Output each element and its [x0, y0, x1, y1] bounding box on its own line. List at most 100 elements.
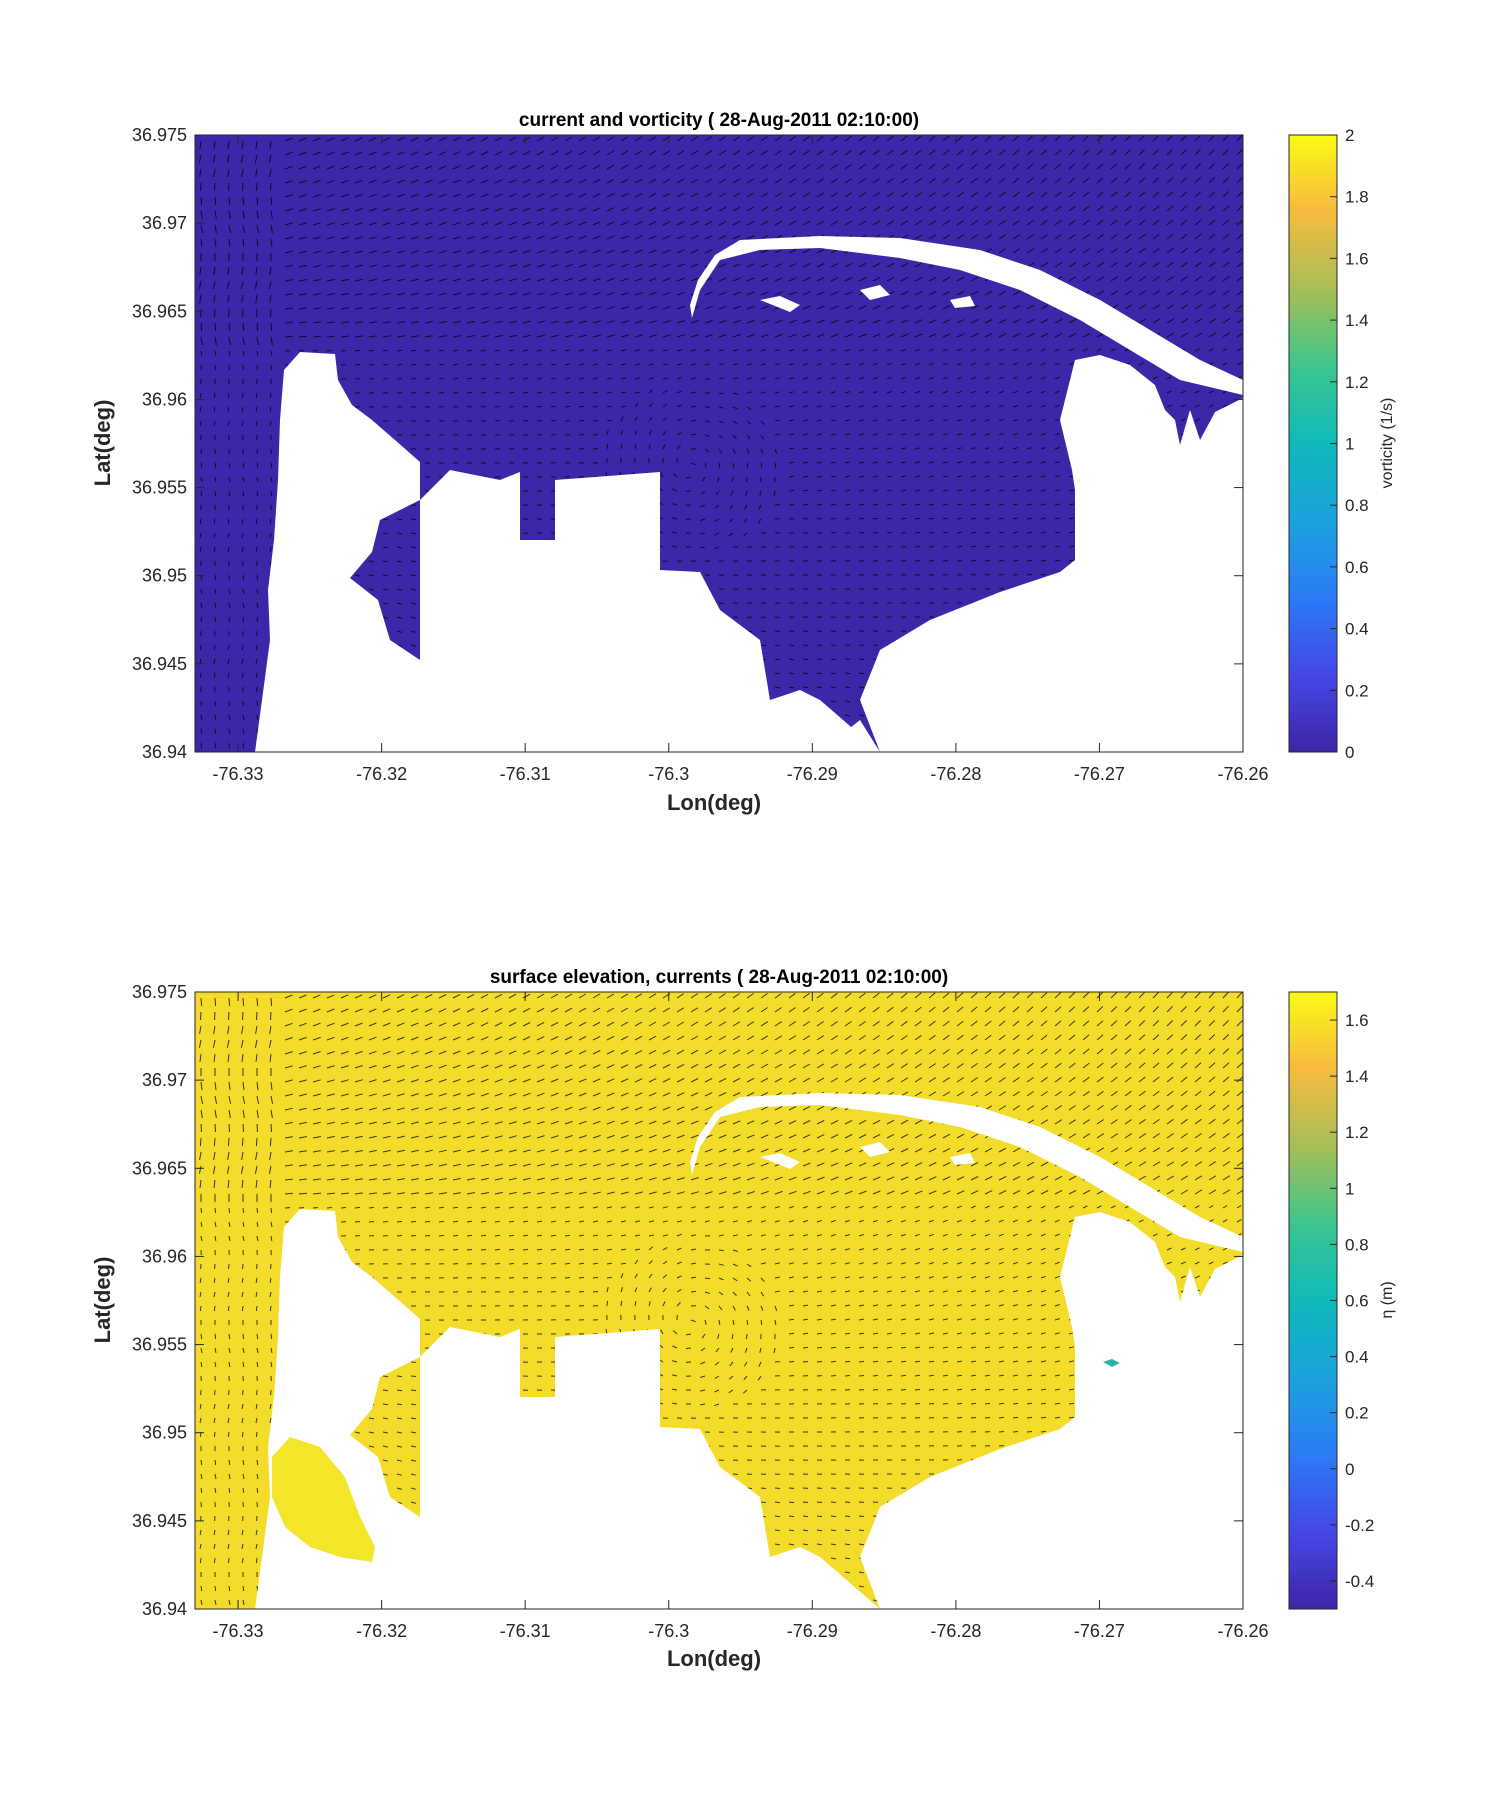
vorticity-current-vector — [998, 461, 1004, 464]
vorticity-current-vector — [1138, 290, 1146, 296]
vorticity-current-vector — [466, 335, 475, 338]
elevation-current-vector — [1166, 1062, 1174, 1069]
vorticity-current-vector — [256, 210, 259, 219]
vorticity-current-vector — [942, 234, 951, 240]
vorticity-current-vector — [1222, 177, 1230, 184]
vorticity-current-vector — [438, 207, 447, 212]
vorticity-colorbar-tick-label: 1.6 — [1345, 249, 1369, 268]
elevation-current-vector — [592, 1220, 599, 1223]
elevation-current-vector — [326, 1065, 335, 1069]
elevation-current-vector — [1222, 1247, 1228, 1251]
vorticity-current-vector — [396, 264, 405, 268]
vorticity-current-vector — [648, 349, 654, 352]
vorticity-current-vector — [1026, 545, 1032, 548]
elevation-current-vector — [228, 1235, 231, 1241]
vorticity-current-vector — [564, 306, 573, 310]
vorticity-current-vector — [998, 177, 1006, 184]
vorticity-current-vector — [676, 221, 685, 226]
elevation-current-vector — [213, 1277, 216, 1283]
vorticity-current-vector — [1012, 362, 1018, 366]
elevation-current-vector — [844, 1262, 850, 1265]
elevation-current-vector — [564, 993, 573, 999]
vorticity-current-vector — [1236, 177, 1243, 184]
elevation-current-vector — [886, 1190, 895, 1195]
elevation-current-vector — [255, 1291, 258, 1298]
elevation-current-vector — [368, 1121, 377, 1125]
vorticity-current-vector — [606, 207, 615, 212]
vorticity-current-vector — [914, 319, 923, 324]
vorticity-current-vector — [255, 518, 258, 524]
vorticity-current-vector — [676, 164, 685, 170]
elevation-current-vector — [858, 992, 866, 999]
vorticity-current-vector — [774, 686, 780, 689]
vorticity-current-vector — [774, 433, 780, 436]
vorticity-current-vector — [844, 405, 850, 408]
vorticity-current-vector — [396, 321, 405, 324]
vorticity-current-vector — [1236, 362, 1242, 366]
elevation-current-vector — [1208, 1062, 1216, 1069]
elevation-current-vector — [1152, 992, 1159, 999]
elevation-current-vector — [802, 1162, 811, 1167]
vorticity-current-vector — [200, 490, 202, 497]
vorticity-current-vector — [760, 192, 769, 198]
vorticity-current-vector — [494, 377, 501, 380]
vorticity-current-vector — [284, 151, 293, 156]
elevation-current-vector — [816, 1134, 825, 1139]
vorticity-current-vector — [466, 179, 475, 184]
elevation-current-vector — [1236, 1019, 1243, 1027]
vorticity-current-vector — [354, 193, 363, 198]
elevation-current-vector — [942, 1176, 951, 1181]
vorticity-current-vector — [1082, 149, 1090, 156]
elevation-current-vector — [326, 1051, 335, 1055]
elevation-current-vector — [1222, 1175, 1231, 1181]
elevation-current-vector — [550, 1064, 559, 1069]
elevation-current-vector — [886, 1219, 892, 1223]
elevation-current-vector — [802, 1077, 811, 1083]
vorticity-current-vector — [984, 191, 992, 198]
vorticity-current-vector — [213, 168, 216, 177]
elevation-current-vector — [256, 1095, 260, 1104]
elevation-current-vector — [1166, 1048, 1174, 1055]
vorticity-current-vector — [1012, 559, 1019, 562]
elevation-current-vector — [1194, 1161, 1202, 1167]
elevation-current-vector — [269, 1179, 272, 1188]
vorticity-current-vector — [830, 700, 836, 703]
vorticity-current-vector — [634, 349, 641, 352]
elevation-current-vector — [1054, 1261, 1060, 1265]
elevation-current-vector — [1012, 1175, 1021, 1181]
vorticity-current-vector — [564, 193, 573, 198]
vorticity-current-vector — [1026, 574, 1033, 576]
elevation-current-vector — [802, 1049, 811, 1055]
vorticity-current-vector — [676, 320, 685, 324]
elevation-current-vector — [578, 1035, 587, 1041]
elevation-current-vector — [256, 1207, 259, 1214]
elevation-current-vector — [1124, 1062, 1132, 1069]
vorticity-current-vector — [522, 334, 531, 338]
vorticity-current-vector — [1012, 163, 1020, 170]
vorticity-current-vector — [662, 403, 668, 408]
vorticity-current-vector — [634, 164, 643, 170]
elevation-current-vector — [718, 1176, 727, 1181]
vorticity-current-vector — [942, 149, 950, 156]
elevation-current-vector — [578, 1120, 587, 1125]
elevation-current-vector — [746, 1077, 755, 1083]
elevation-current-vector — [340, 1121, 349, 1125]
elevation-current-vector — [858, 1276, 864, 1279]
vorticity-current-vector — [998, 390, 1004, 394]
elevation-current-vector — [704, 1162, 713, 1167]
vorticity-current-vector — [1166, 148, 1174, 156]
vorticity-current-vector — [844, 503, 851, 506]
elevation-current-vector — [1222, 1189, 1231, 1195]
elevation-current-vector — [1040, 1105, 1048, 1111]
vorticity-current-vector — [368, 321, 377, 324]
vorticity-current-vector — [550, 221, 559, 226]
vorticity-current-vector — [1096, 219, 1104, 226]
elevation-current-vector — [578, 1135, 587, 1139]
vorticity-current-vector — [1012, 348, 1018, 352]
vorticity-current-vector — [1040, 362, 1046, 366]
vorticity-current-vector — [788, 348, 794, 352]
elevation-current-vector — [1054, 1020, 1062, 1027]
elevation-current-vector — [340, 1022, 349, 1027]
vorticity-current-vector — [592, 263, 601, 268]
vorticity-current-vector — [480, 278, 489, 282]
